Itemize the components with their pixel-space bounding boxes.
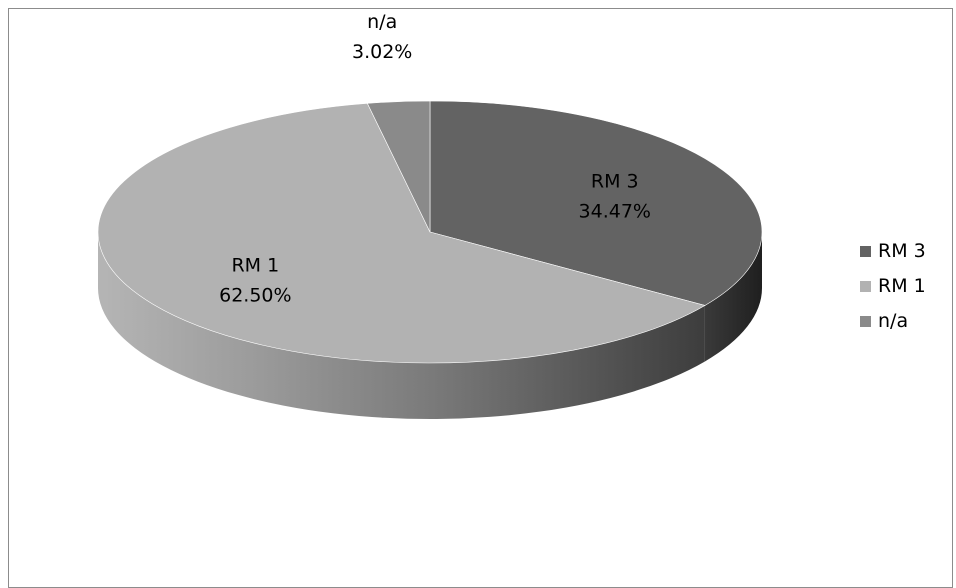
legend-label-rm3: RM 3	[878, 240, 926, 262]
pie-side-rm3	[704, 232, 762, 362]
data-label-rm3-percent: 34.47%	[579, 200, 651, 222]
legend-label-rm1: RM 1	[878, 275, 926, 297]
pie-side-rm1	[98, 232, 705, 419]
pie-slice-rm1	[97, 103, 706, 364]
data-label-rm1-percent: 62.50%	[219, 284, 291, 306]
data-label-rm1-name: RM 1	[231, 254, 279, 276]
legend-item-na: n/a	[860, 308, 926, 334]
pie-slice-na	[366, 100, 431, 233]
pie-labels: RM 3 34.47% RM 1 62.50% n/a 3.02%	[219, 11, 651, 307]
pie-sides	[98, 232, 762, 419]
legend-item-rm3: RM 3	[860, 238, 926, 264]
pie-tops	[97, 100, 763, 364]
data-label-na-name: n/a	[367, 11, 397, 33]
legend-item-rm1: RM 1	[860, 273, 926, 299]
legend-label-na: n/a	[878, 310, 909, 332]
legend-swatch-rm1	[860, 280, 871, 292]
legend-swatch-rm3	[860, 245, 871, 257]
legend-swatch-na	[860, 315, 871, 327]
data-label-na-percent: 3.02%	[352, 41, 412, 63]
data-label-rm3-name: RM 3	[591, 170, 639, 192]
legend: RM 3 RM 1 n/a	[860, 238, 926, 343]
pie-slice-rm3	[429, 100, 763, 306]
